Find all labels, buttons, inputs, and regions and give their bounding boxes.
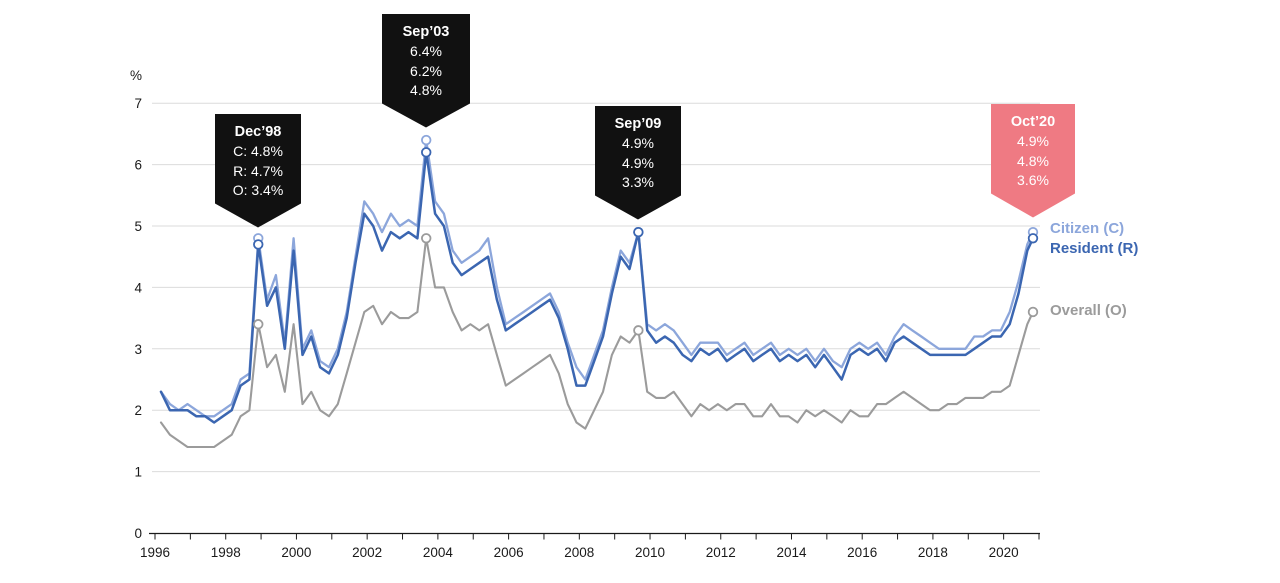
callout-sep03-citizen-value: 6.4% [410,43,442,59]
callout-oct20-citizen-value: 4.9% [1017,133,1049,149]
citizen-marker [421,134,432,146]
callout-oct20: Oct’20 4.9% 4.8% 3.6% [991,104,1075,218]
x-axis-tick-label: 2002 [352,545,382,560]
callout-sep09-citizen-value: 4.9% [622,135,654,151]
y-axis-tick-label: 1 [134,465,142,480]
callout-sep03: Sep’03 6.4% 6.2% 4.8% [382,14,470,128]
callout-sep09-resident-value: 4.9% [622,154,654,171]
overall-marker [1027,306,1039,318]
resident-marker [253,239,264,250]
legend-citizen: Citizen (C) [1050,220,1125,237]
resident-line [159,151,1035,424]
callout-oct20-resident-value: 4.8% [1017,152,1049,169]
callout-dec98-title: Dec’98 [234,124,282,140]
x-axis-tick-label: 2000 [281,545,311,560]
x-axis-tick-label: 2014 [776,545,807,560]
legend-resident: Resident (R) [1050,240,1139,257]
callout-oct20-title: Oct’20 [1010,114,1056,130]
resident-marker [421,147,432,158]
x-axis-tick-label: 2020 [989,545,1019,560]
callout-sep03-title: Sep’03 [402,24,450,40]
y-axis-tick-label: 4 [134,280,142,295]
x-axis-tick-label: 2012 [706,545,736,560]
callout-sep03-resident-value: 6.2% [410,62,442,79]
callout-dec98-citizen-value: C: 4.8% [233,143,283,159]
callout-oct20-overall-value: 3.6% [1017,172,1049,188]
x-axis-tick-label: 2010 [635,545,665,560]
y-axis-tick-label: 0 [134,526,142,541]
callout-dec98-resident-value: R: 4.7% [233,162,283,179]
callout-dec98: Dec’98 C: 4.8% R: 4.7% O: 3.4% [215,114,301,228]
citizen-line [159,138,1035,418]
x-axis-tick-label: 2006 [494,545,524,560]
y-axis-tick-label: 7 [134,96,142,111]
callout-sep09-overall-value: 3.3% [622,174,654,190]
legend-overall: Overall (O) [1050,302,1127,319]
x-axis-tick-label: 2016 [847,545,877,560]
y-axis-unit-label: % [130,68,142,83]
x-axis-tick-label: 2004 [423,545,454,560]
y-axis-tick-label: 2 [134,403,142,418]
callout-sep03-overall-value: 4.8% [410,82,442,98]
x-axis-tick-label: 2018 [918,545,948,560]
overall-marker [253,319,264,330]
x-axis-tick-label: 1996 [140,545,170,560]
callout-dec98-overall-value: O: 3.4% [232,182,284,198]
overall-line [159,237,1035,449]
resident-marker [1027,233,1039,244]
callout-sep09: Sep’09 4.9% 4.9% 3.3% [595,106,681,220]
overall-marker [421,233,432,244]
x-axis-tick-label: 2008 [564,545,594,560]
y-axis-tick-label: 3 [134,342,142,357]
y-axis-tick-label: 5 [134,219,142,234]
resident-marker [633,226,644,238]
y-axis-tick-label: 6 [134,158,142,173]
overall-marker [633,325,644,336]
callout-sep09-title: Sep’09 [614,116,662,132]
x-axis-tick-label: 1998 [211,545,241,560]
